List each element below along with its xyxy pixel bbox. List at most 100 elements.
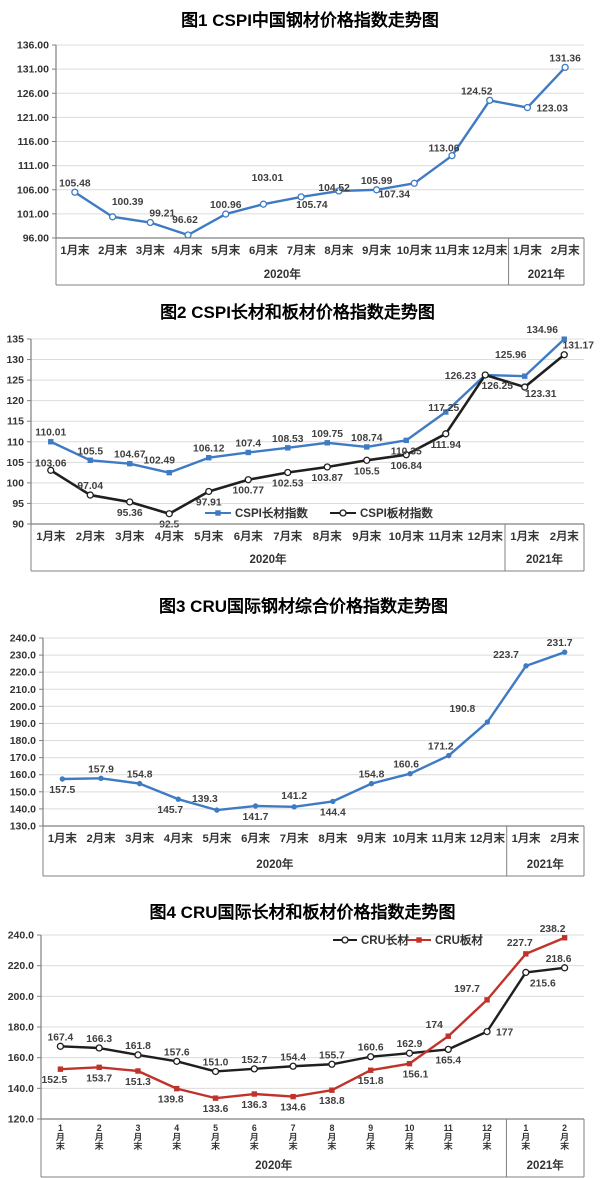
x-group-label: 2021年 <box>527 1158 565 1172</box>
y-tick-label: 240.0 <box>10 633 36 645</box>
x-tick-label: 3月末 <box>115 529 145 543</box>
y-tick-label: 136.00 <box>17 40 49 52</box>
y-tick-label: 110 <box>7 436 24 448</box>
series-line-0 <box>49 337 566 474</box>
data-point-marker <box>184 231 192 239</box>
data-point-marker <box>212 1095 219 1101</box>
data-point-label: 161.8 <box>125 1041 151 1052</box>
x-tick-label: 1月末 <box>48 831 78 845</box>
series-markers-1 <box>57 935 568 1101</box>
y-axis-labels: 96.00 101.00 106.00 111.00 116.00 121.00 126.0… <box>17 40 56 245</box>
data-point-marker <box>165 510 173 518</box>
x-tick-label: 8月末 <box>324 243 354 257</box>
y-tick-label: 180.0 <box>8 1022 34 1034</box>
data-point-label: 144.4 <box>320 807 346 818</box>
x-tick-char: 末 <box>172 1140 181 1151</box>
data-point-label: 167.4 <box>48 1032 74 1043</box>
x-tick-char: 末 <box>56 1140 65 1151</box>
data-point-marker <box>410 179 418 187</box>
data-point-marker <box>214 807 220 813</box>
x-tick-label: 1月末 <box>512 831 542 845</box>
data-point-label: 138.8 <box>319 1096 345 1107</box>
data-point-marker <box>484 719 491 725</box>
data-point-label: 223.7 <box>493 650 519 661</box>
figure-2: 90 95 100 105 110 115 120 125 130 135 110.01 105.5 1… <box>0 290 600 580</box>
x-tick-label: 12月末 <box>468 529 504 543</box>
y-tick-label: 121.00 <box>17 112 49 124</box>
data-point-label: 105.5 <box>77 446 103 457</box>
data-point-marker <box>215 510 221 516</box>
y-tick-label: 200.0 <box>8 991 34 1003</box>
data-point-marker <box>136 780 143 787</box>
x-tick-label: 1月末 <box>36 529 66 543</box>
y-axis-labels: 130.0 140.0 150.0 160.0 170.0 180.0 190.0 200.0… <box>10 633 43 833</box>
x-tick-label: 5月末 <box>202 831 232 845</box>
data-point-label: 102.49 <box>144 456 176 467</box>
legend-item: CRU长材 <box>333 933 409 947</box>
data-point-marker <box>173 1057 181 1065</box>
data-point-marker <box>363 456 371 464</box>
data-point-label: 95.36 <box>117 508 143 519</box>
data-point-marker <box>405 1049 414 1057</box>
data-point-marker <box>522 968 530 977</box>
x-tick-label: 2月末 <box>550 529 580 543</box>
data-point-label: 100.77 <box>233 486 265 497</box>
data-point-label: 153.7 <box>86 1073 112 1084</box>
x-group-label: 2020年 <box>249 552 287 566</box>
x-tick-char: 2 <box>97 1123 102 1133</box>
data-point-label: 106.12 <box>193 444 225 455</box>
data-point-label: 157.5 <box>49 785 75 796</box>
data-point-label: 103.01 <box>252 173 284 184</box>
x-tick-char: 4 <box>174 1123 179 1133</box>
data-point-marker <box>244 476 252 484</box>
x-tick-label: 2月末 <box>87 831 117 845</box>
figure-3: 130.0 140.0 150.0 160.0 170.0 180.0 190.0 200.0… <box>0 580 600 878</box>
y-tick-label: 131.00 <box>17 64 49 76</box>
axis-frame <box>42 638 585 877</box>
data-point-label: 157.9 <box>88 764 114 775</box>
data-point-marker <box>445 1033 451 1039</box>
data-point-marker <box>297 193 305 201</box>
y-tick-label: 220.0 <box>8 960 34 972</box>
data-point-marker <box>48 439 54 445</box>
series-markers-1 <box>47 351 568 518</box>
data-point-label: 151.8 <box>358 1076 384 1087</box>
data-point-marker <box>87 457 93 463</box>
x-tick-char: 10 <box>405 1123 415 1133</box>
y-tick-label: 170.0 <box>10 752 36 764</box>
data-point-label: 131.36 <box>549 53 581 64</box>
data-point-marker <box>285 445 291 451</box>
data-point-marker <box>561 935 568 941</box>
data-point-label: 151.3 <box>125 1077 151 1088</box>
x-tick-label: 8月末 <box>318 831 348 845</box>
y-tick-label: 230.0 <box>10 650 36 662</box>
chart-3-canvas: 130.0 140.0 150.0 160.0 170.0 180.0 190.0 200.0… <box>10 596 585 877</box>
data-point-marker <box>372 186 381 194</box>
data-point-marker <box>126 498 134 506</box>
y-tick-label: 125 <box>6 375 24 387</box>
data-point-marker <box>250 1065 258 1073</box>
data-point-label: 105.99 <box>361 176 393 187</box>
gridlines <box>56 44 584 215</box>
data-point-marker <box>206 455 212 461</box>
x-tick-char: 月 <box>171 1132 181 1142</box>
data-point-marker <box>146 218 154 227</box>
y-tick-label: 106.00 <box>17 184 49 196</box>
data-point-label: 160.6 <box>393 760 419 771</box>
data-point-label: 136.3 <box>241 1100 267 1111</box>
y-tick-label: 140.0 <box>10 803 36 815</box>
data-point-marker <box>323 463 331 471</box>
x-tick-char: 2 <box>562 1123 567 1133</box>
data-point-marker <box>367 1053 375 1061</box>
gridlines <box>43 637 584 810</box>
x-tick-char: 8 <box>329 1123 334 1133</box>
legend: CSPI长材指数 CSPI板材指数 <box>205 506 433 520</box>
x-tick-label: 2月末 <box>76 529 106 543</box>
data-point-marker <box>56 1042 65 1050</box>
data-point-marker <box>367 1067 374 1073</box>
